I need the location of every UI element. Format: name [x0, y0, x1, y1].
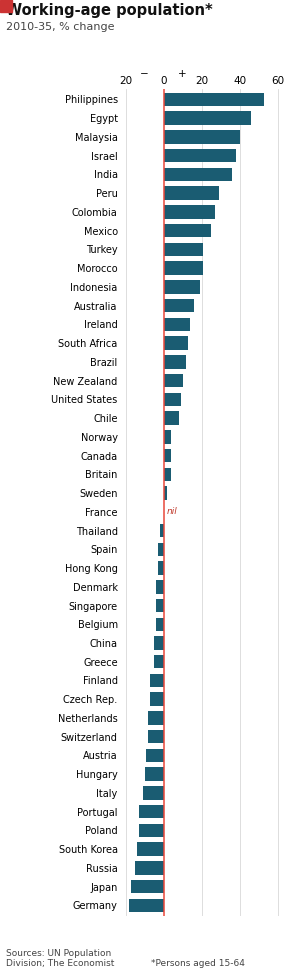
Bar [164, 242, 204, 256]
Text: Working-age population*: Working-age population* [6, 3, 213, 17]
Bar [164, 149, 236, 163]
Bar [164, 130, 240, 143]
Bar [164, 280, 200, 294]
Bar [164, 224, 211, 237]
Bar [158, 543, 164, 556]
Bar [164, 318, 190, 331]
Bar [164, 486, 167, 500]
Bar [156, 580, 164, 594]
Bar [148, 730, 164, 743]
Bar [164, 168, 232, 181]
Bar [137, 842, 164, 856]
Text: 2010-35, % change: 2010-35, % change [6, 22, 114, 32]
Bar [164, 374, 183, 388]
Bar [164, 411, 179, 424]
Bar [150, 673, 164, 687]
Bar [131, 880, 164, 893]
Bar [156, 617, 164, 631]
Text: nil: nil [166, 508, 177, 516]
Bar [164, 205, 215, 219]
Bar [145, 767, 164, 781]
Bar [154, 655, 164, 669]
Bar [139, 824, 164, 837]
Bar [146, 749, 164, 763]
Bar [129, 898, 164, 912]
Text: −: − [140, 69, 149, 79]
Bar [135, 861, 164, 875]
Bar [154, 637, 164, 650]
Bar [164, 111, 251, 125]
Bar [164, 355, 186, 368]
Bar [164, 430, 171, 444]
Bar [158, 561, 164, 575]
Bar [160, 524, 164, 537]
Bar [150, 693, 164, 706]
Bar [164, 336, 188, 350]
Bar [156, 599, 164, 612]
Bar [164, 449, 171, 462]
Text: +: + [178, 69, 187, 79]
Bar [164, 468, 171, 481]
Bar [139, 805, 164, 819]
Bar [164, 186, 219, 200]
Bar [164, 392, 181, 406]
Bar [164, 93, 264, 107]
Text: Sources: UN Population
Division; The Economist: Sources: UN Population Division; The Eco… [6, 949, 114, 968]
Bar [148, 711, 164, 725]
Bar [164, 262, 204, 275]
Bar [164, 298, 194, 312]
Text: *Persons aged 15-64: *Persons aged 15-64 [151, 959, 245, 968]
Bar [143, 786, 164, 799]
